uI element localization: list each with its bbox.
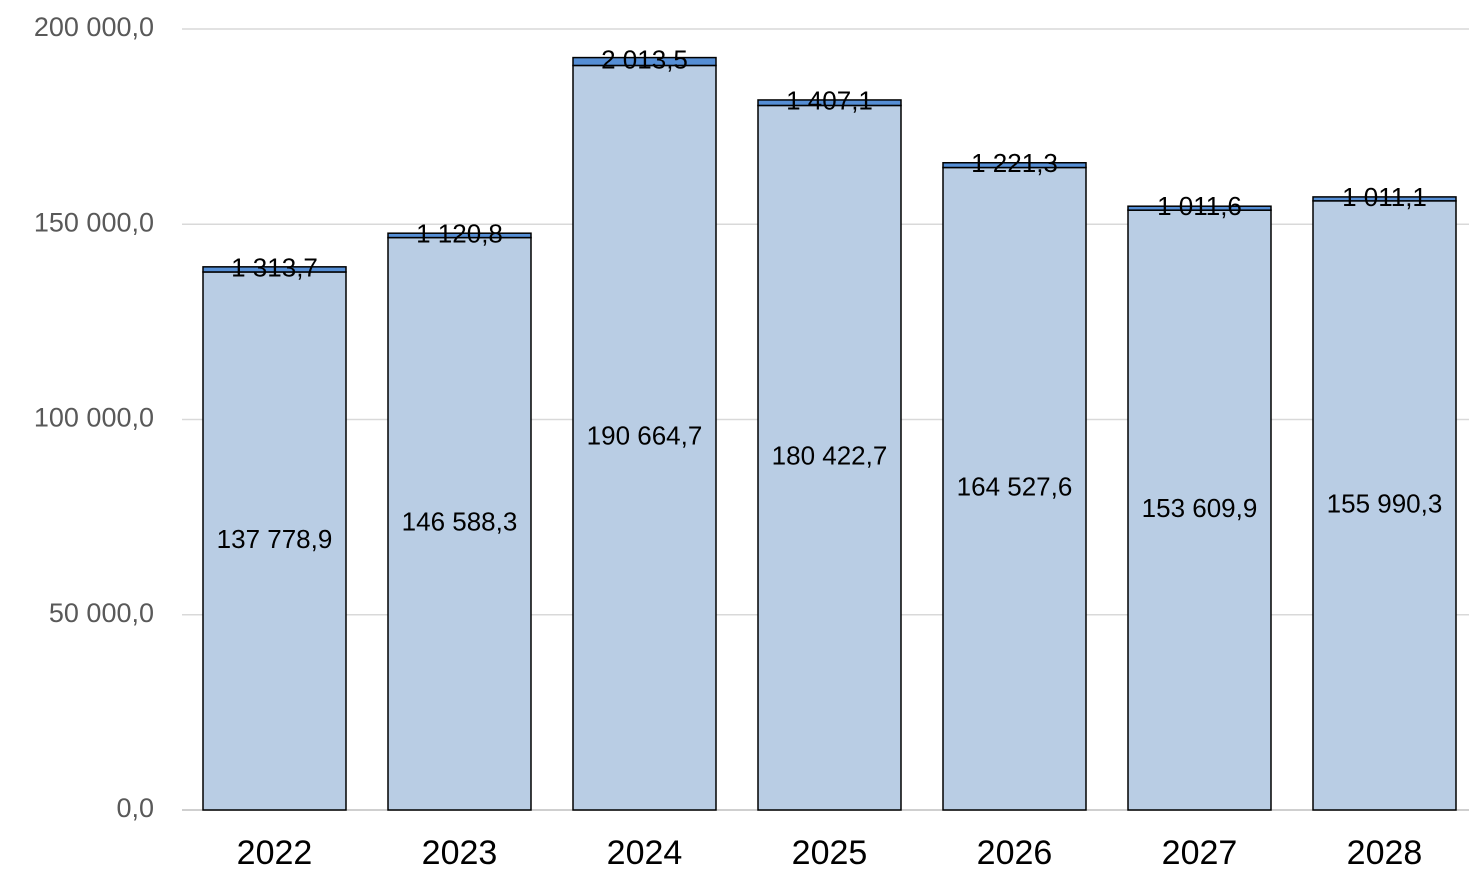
bar-segment <box>942 162 1087 169</box>
x-tick-label: 2023 <box>422 834 498 870</box>
value-label: 1 011,1 <box>1342 182 1427 212</box>
bar-segment <box>572 64 717 811</box>
value-label: 1 313,7 <box>231 252 318 282</box>
y-tick-label: 200 000,0 <box>34 12 154 42</box>
value-label: 155 990,3 <box>1327 488 1443 518</box>
bar-segment <box>1127 205 1272 211</box>
x-tick-label: 2027 <box>1162 834 1238 870</box>
bar-segment <box>757 104 902 811</box>
value-label: 1 221,3 <box>971 148 1058 178</box>
bar-segment <box>942 166 1087 811</box>
x-tick-label: 2024 <box>607 834 683 870</box>
bar-segment <box>387 232 532 239</box>
value-label: 164 527,6 <box>957 472 1073 502</box>
bar-segment <box>572 56 717 67</box>
bar-segment <box>1312 196 1457 202</box>
x-tick-label: 2025 <box>792 834 868 870</box>
value-label: 1 120,8 <box>416 218 503 248</box>
bar-segment <box>757 99 902 107</box>
value-label: 2 013,5 <box>601 44 688 74</box>
y-tick-label: 150 000,0 <box>34 207 154 237</box>
bar-segment <box>387 236 532 811</box>
y-tick-label: 0,0 <box>116 793 154 823</box>
bar-segment <box>202 266 347 273</box>
x-tick-label: 2022 <box>237 834 313 870</box>
value-label: 180 422,7 <box>772 441 888 471</box>
x-tick-label: 2028 <box>1347 834 1423 870</box>
value-label: 137 778,9 <box>217 524 333 554</box>
bar-segment <box>202 271 347 811</box>
value-label: 146 588,3 <box>402 507 518 537</box>
y-tick-label: 50 000,0 <box>49 598 154 628</box>
value-label: 1 011,6 <box>1157 191 1242 221</box>
value-label: 190 664,7 <box>587 421 703 451</box>
y-tick-label: 100 000,0 <box>34 403 154 433</box>
value-label: 1 407,1 <box>786 86 873 116</box>
value-label: 153 609,9 <box>1142 493 1258 523</box>
x-tick-label: 2026 <box>977 834 1053 870</box>
